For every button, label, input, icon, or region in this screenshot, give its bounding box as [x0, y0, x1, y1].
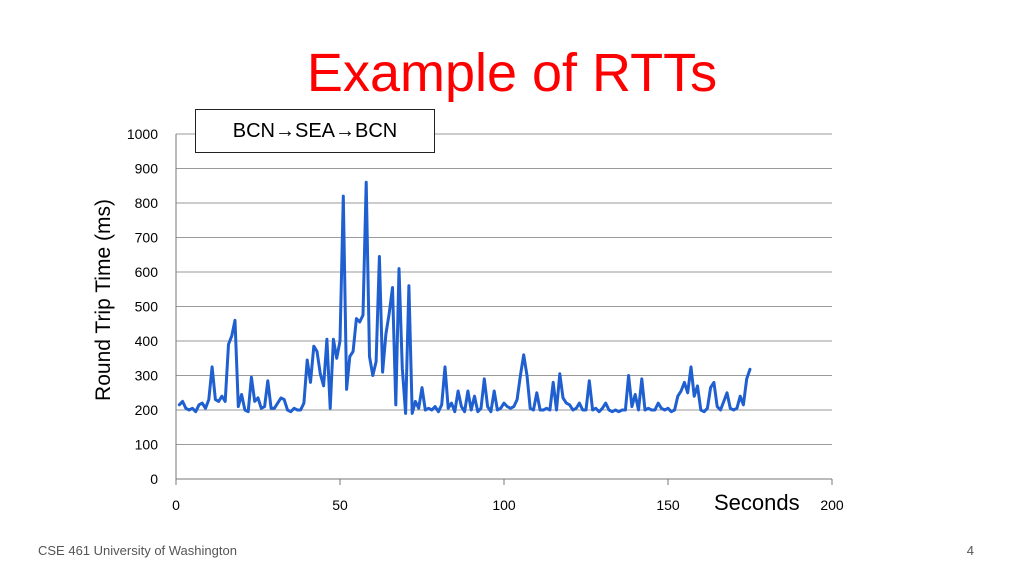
y-tick-label: 700 [135, 230, 159, 246]
y-tick-label: 400 [135, 333, 159, 349]
x-tick-label: 200 [820, 497, 844, 513]
y-tick-label: 1000 [127, 126, 158, 142]
x-tick-label: 50 [332, 497, 348, 513]
x-tick-label: 0 [172, 497, 180, 513]
route-arrow-icon: → [335, 120, 356, 142]
route-origin: BCN [232, 120, 275, 142]
axes [175, 134, 833, 485]
x-axis-label: Seconds [714, 490, 800, 515]
y-tick-label: 900 [135, 161, 159, 177]
route-arrow-icon: → [274, 120, 295, 142]
route-destination: BCN [355, 120, 398, 142]
series-group [177, 180, 752, 415]
y-tick-label: 800 [135, 195, 159, 211]
y-tick-label: 0 [150, 471, 158, 487]
y-tick-label: 300 [135, 368, 159, 384]
x-tick-label: 150 [656, 497, 680, 513]
y-tick-label: 200 [135, 402, 159, 418]
page-number: 4 [966, 543, 974, 558]
y-tick-label: 500 [135, 299, 159, 315]
y-tick-labels: 0 100 200 300 400 500 600 700 800 900 1000 [127, 126, 158, 487]
rtt-series-line [177, 180, 752, 415]
y-axis-label: Round Trip Time (ms) [92, 199, 115, 401]
footer-course: CSE 461 University of Washington [38, 543, 237, 558]
x-tick-label: 100 [492, 497, 516, 513]
y-tick-label: 100 [135, 437, 159, 453]
slide-title: Example of RTTs [306, 43, 718, 103]
y-tick-label: 600 [135, 264, 159, 280]
x-tick-labels: 0 50 100 150 200 [172, 497, 844, 513]
route-annotation-box: BCN→SEA→BCN [195, 109, 435, 153]
route-via: SEA [294, 120, 336, 142]
gridlines [176, 133, 832, 445]
